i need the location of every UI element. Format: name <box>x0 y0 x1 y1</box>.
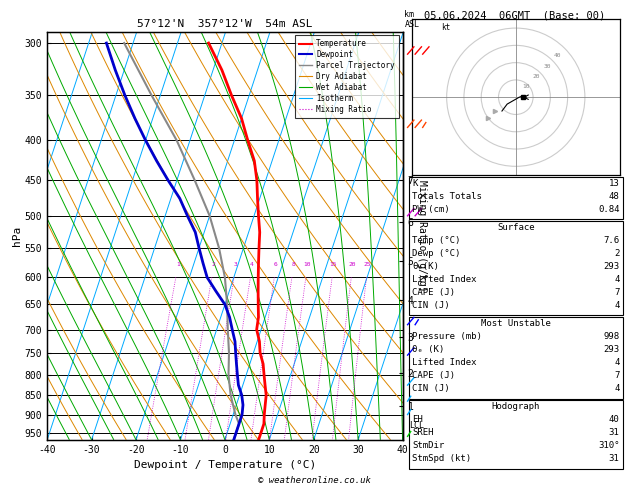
Text: 293: 293 <box>603 262 620 271</box>
Text: kt: kt <box>442 23 451 32</box>
Text: 4: 4 <box>614 275 620 284</box>
Text: Dewp (°C): Dewp (°C) <box>412 249 460 258</box>
Text: 25: 25 <box>364 262 372 267</box>
Text: km
ASL: km ASL <box>404 10 420 29</box>
Text: 05.06.2024  06GMT  (Base: 00): 05.06.2024 06GMT (Base: 00) <box>424 11 605 21</box>
Text: EH: EH <box>412 415 423 424</box>
Text: 40: 40 <box>554 53 561 58</box>
Y-axis label: hPa: hPa <box>12 226 22 246</box>
Text: 48: 48 <box>609 191 620 201</box>
Text: 31: 31 <box>609 454 620 463</box>
Text: LCL: LCL <box>409 421 425 430</box>
Text: Lifted Index: Lifted Index <box>412 275 477 284</box>
Text: θₑ (K): θₑ (K) <box>412 345 444 354</box>
Text: Totals Totals: Totals Totals <box>412 191 482 201</box>
Text: 40: 40 <box>609 415 620 424</box>
Text: PW (cm): PW (cm) <box>412 205 450 214</box>
Text: Most Unstable: Most Unstable <box>481 319 551 329</box>
Text: Lifted Index: Lifted Index <box>412 358 477 367</box>
X-axis label: Dewpoint / Temperature (°C): Dewpoint / Temperature (°C) <box>134 460 316 470</box>
Text: 30: 30 <box>543 64 550 69</box>
Y-axis label: Mixing Ratio (g/kg): Mixing Ratio (g/kg) <box>417 180 427 292</box>
Text: 4: 4 <box>614 384 620 393</box>
Text: Temp (°C): Temp (°C) <box>412 236 460 245</box>
Text: 310°: 310° <box>598 441 620 450</box>
Legend: Temperature, Dewpoint, Parcel Trajectory, Dry Adiabat, Wet Adiabat, Isotherm, Mi: Temperature, Dewpoint, Parcel Trajectory… <box>295 35 399 118</box>
Text: 20: 20 <box>533 74 540 79</box>
Text: 4: 4 <box>614 358 620 367</box>
Text: 31: 31 <box>609 428 620 437</box>
Text: StmSpd (kt): StmSpd (kt) <box>412 454 471 463</box>
Text: 2: 2 <box>614 249 620 258</box>
Text: 3: 3 <box>234 262 238 267</box>
Text: 4: 4 <box>250 262 254 267</box>
Title: 57°12'N  357°12'W  54m ASL: 57°12'N 357°12'W 54m ASL <box>137 19 313 30</box>
Text: CAPE (J): CAPE (J) <box>412 371 455 380</box>
Text: K: K <box>412 179 418 188</box>
Text: © weatheronline.co.uk: © weatheronline.co.uk <box>258 475 371 485</box>
Text: 1: 1 <box>175 262 179 267</box>
Text: 7.6: 7.6 <box>603 236 620 245</box>
Text: 998: 998 <box>603 332 620 341</box>
Text: CIN (J): CIN (J) <box>412 384 450 393</box>
Text: θₑ(K): θₑ(K) <box>412 262 439 271</box>
Text: Hodograph: Hodograph <box>492 402 540 412</box>
Text: 15: 15 <box>330 262 337 267</box>
Text: CIN (J): CIN (J) <box>412 300 450 310</box>
Text: Surface: Surface <box>497 224 535 232</box>
Text: Pressure (mb): Pressure (mb) <box>412 332 482 341</box>
Text: 10: 10 <box>523 84 530 89</box>
Text: SREH: SREH <box>412 428 433 437</box>
Text: 10: 10 <box>304 262 311 267</box>
Text: 293: 293 <box>603 345 620 354</box>
Text: CAPE (J): CAPE (J) <box>412 288 455 297</box>
Text: 6: 6 <box>274 262 278 267</box>
Text: 8: 8 <box>291 262 295 267</box>
Text: 7: 7 <box>614 288 620 297</box>
Text: 13: 13 <box>609 179 620 188</box>
Text: 7: 7 <box>614 371 620 380</box>
Text: 0.84: 0.84 <box>598 205 620 214</box>
Text: 20: 20 <box>348 262 356 267</box>
Text: 4: 4 <box>614 300 620 310</box>
Text: 2: 2 <box>211 262 215 267</box>
Text: StmDir: StmDir <box>412 441 444 450</box>
